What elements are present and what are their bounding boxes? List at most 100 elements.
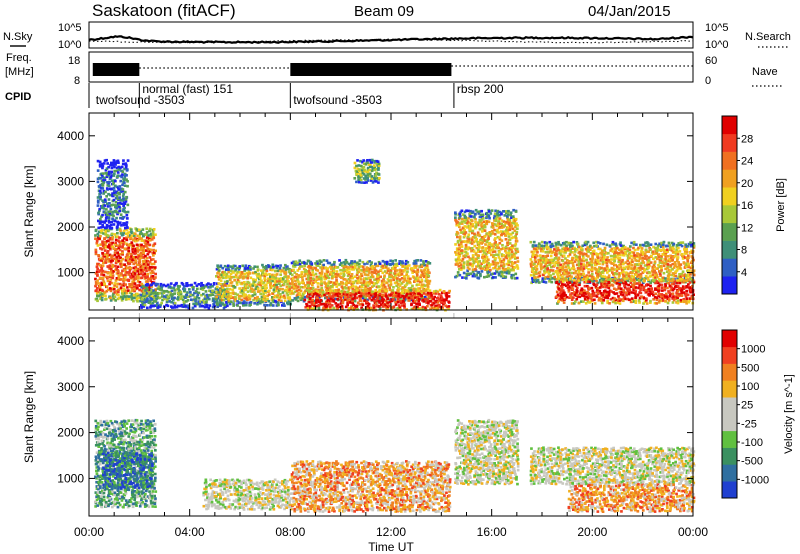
range-gate-cell [334,272,338,276]
range-gate-cell [311,283,314,287]
range-gate-cell [377,166,380,170]
range-gate-cell [618,263,621,267]
range-gate-cell [253,302,256,305]
range-gate-cell [307,307,310,311]
range-gate-cell [315,301,318,304]
range-gate-cell [136,263,139,267]
range-gate-cell [176,304,180,308]
range-gate-cell [409,289,413,292]
range-gate-cell [334,289,338,292]
range-gate-cell [495,230,499,233]
range-gate-cell [557,271,561,274]
range-gate-cell [619,265,622,269]
range-gate-cell [100,259,103,262]
range-gate-cell [651,273,655,277]
range-gate-cell [424,279,428,283]
range-gate-cell [182,287,185,291]
range-gate-cell [644,244,648,248]
range-gate-cell [104,226,107,229]
range-gate-cell [568,243,571,246]
range-gate-cell [180,295,183,298]
range-gate-cell [661,260,664,264]
range-gate-cell [401,270,405,273]
range-gate-cell [639,278,643,282]
range-gate-cell [103,176,106,180]
range-gate-cell [314,280,318,284]
range-gate-cell [160,286,163,289]
range-gate-cell [324,303,328,306]
range-gate-cell [440,297,444,300]
range-gate-cell [406,275,410,278]
range-gate-cell [299,298,303,302]
range-gate-cell [366,176,369,180]
range-gate-cell [641,256,645,260]
range-gate-cell [314,288,317,292]
range-gate-cell [288,288,291,292]
range-gate-cell [504,245,508,249]
range-gate-cell [598,247,602,251]
range-gate-cell [138,254,141,258]
range-gate-cell [145,256,149,260]
range-gate-cell [416,293,420,297]
range-gate-cell [475,237,478,241]
range-gate-cell [615,246,619,250]
range-gate-cell [401,286,405,290]
range-gate-cell [505,210,508,213]
range-gate-cell [146,283,149,286]
range-gate-cell [366,159,369,162]
range-gate-cell [290,289,294,293]
range-gate-cell [437,305,441,309]
range-gate-cell [590,269,594,273]
range-gate-cell [172,286,176,290]
range-gate-cell [135,292,139,296]
range-gate-cell [131,247,135,250]
range-gate-cell [270,284,274,288]
range-gate-cell [170,300,173,304]
range-gate-cell [614,250,617,254]
range-gate-cell [564,276,568,279]
range-gate-cell [125,195,128,199]
range-gate-cell [212,303,215,306]
range-gate-cell [546,267,550,270]
range-gate-cell [106,234,110,237]
range-gate-cell [132,272,135,275]
range-gate-cell [167,290,171,294]
range-gate-cell [291,276,295,280]
range-gate-cell [300,270,304,274]
range-gate-cell [532,247,536,250]
range-gate-cell [97,226,101,230]
range-gate-cell [102,189,106,193]
range-gate-cell [302,267,306,271]
range-gate-cell [269,275,272,278]
range-gate-cell [314,262,317,265]
range-gate-cell [182,305,186,308]
range-gate-cell [394,272,397,275]
range-gate-cell [468,258,472,262]
range-gate-cell [298,262,302,266]
range-gate-cell [620,268,624,272]
range-gate-cell [150,269,154,273]
range-gate-cell [468,228,472,231]
range-gate-cell [550,258,554,262]
range-gate-cell [635,268,638,272]
range-gate-cell [348,307,351,310]
range-gate-cell [510,221,513,225]
range-gate-cell [569,250,573,254]
range-gate-cell [429,307,432,310]
range-gate-cell [617,260,621,263]
range-gate-cell [656,267,660,270]
range-gate-cell [394,274,397,277]
range-gate-cell [655,249,659,253]
range-gate-cell [120,165,124,169]
range-gate-cell [416,283,419,286]
range-gate-cell [356,276,359,280]
range-gate-cell [504,255,508,259]
range-gate-cell [152,289,155,292]
range-gate-cell [531,267,534,270]
range-gate-cell [244,293,247,297]
range-gate-cell [269,266,273,269]
range-gate-cell [112,191,116,195]
range-gate-cell [462,271,466,275]
range-gate-cell [581,244,585,248]
range-gate-cell [187,304,190,307]
